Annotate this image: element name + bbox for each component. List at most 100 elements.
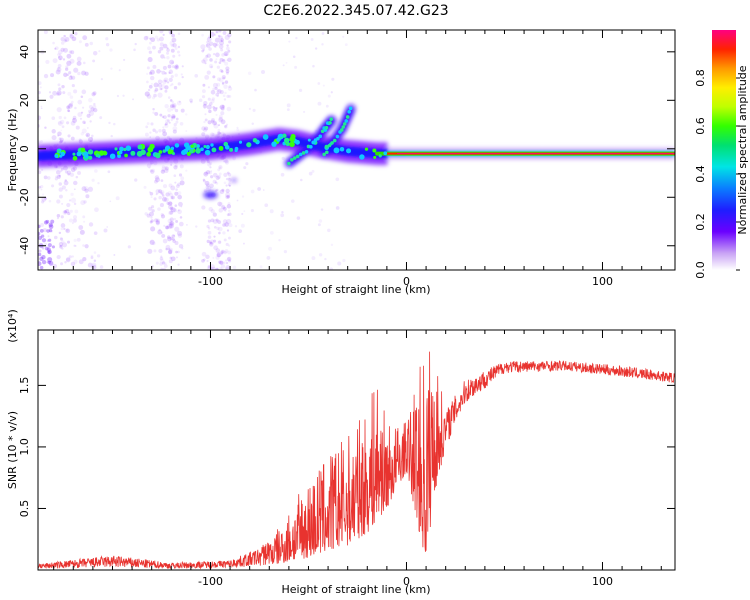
spectrogram-noise-cell [65, 65, 69, 69]
spectrogram-noise-cell [214, 267, 220, 270]
spectrogram-noise-cell [38, 249, 42, 253]
spectrogram-noise-cell [162, 65, 167, 70]
spectrogram-noise-cell [48, 91, 52, 94]
spectrogram-noise-cell [214, 86, 218, 90]
spectrogram-noise-cell [166, 135, 171, 139]
spectrogram-noise-cell [174, 73, 178, 77]
spectrogram-noise-cell [216, 77, 221, 82]
spectrogram-noise-cell [60, 36, 65, 42]
spectrogram-noise-cell [173, 165, 178, 170]
spectrogram-noise-cell [178, 173, 183, 177]
spectrogram-noise-cell [219, 260, 224, 265]
spectrogram-noise-cell [206, 70, 211, 75]
spectrogram-noise-cell [180, 176, 185, 181]
colorbar-tick-label: 0.8 [694, 69, 707, 87]
spectrogram-noise-cell [146, 94, 152, 99]
spectrogram-noise-cell [67, 103, 73, 109]
spectrogram-noise-cell [245, 162, 249, 166]
spectrogram-noise-cell [40, 223, 44, 227]
spectrogram-noise-cell [91, 134, 94, 138]
spectrogram-peak-dot [186, 151, 191, 156]
spectrogram-noise-cell [108, 121, 111, 125]
spectrogram-noise-cell [179, 216, 183, 219]
spectrogram-noise-cell [63, 39, 67, 43]
spectrogram-noise-cell [39, 86, 42, 89]
spectrogram-noise-cell [222, 30, 227, 35]
spectrogram-peak-dot [340, 128, 344, 132]
spectrogram-noise-cell [149, 169, 153, 173]
spectrogram-noise-cell [50, 219, 55, 224]
spectrogram-peak-dot [301, 151, 306, 155]
spectrogram-noise-cell [55, 170, 61, 175]
spectrogram-noise-cell [21, 213, 24, 216]
spectrogram-noise-cell [58, 194, 63, 199]
spectrogram-noise-cell [51, 184, 55, 188]
spectrogram-noise-cell [220, 38, 224, 42]
spectrogram-noise-cell [206, 104, 212, 110]
spectrogram-noise-cell [59, 169, 63, 173]
spectrogram-noise-cell [40, 107, 43, 110]
spectrogram-noise-cell [62, 58, 66, 61]
spectrogram-noise-cell [222, 223, 226, 227]
spectrogram-noise-cell [215, 218, 220, 223]
spectrogram-noise-cell [56, 174, 61, 179]
spectrogram-xtick-label: -100 [198, 275, 223, 288]
spectrogram-noise-cell [171, 37, 177, 43]
spectrogram-noise-cell [149, 69, 155, 75]
spectrogram-noise-cell [163, 115, 167, 119]
spectrogram-noise-cell [227, 202, 231, 205]
spectrogram-peak-dot [60, 151, 65, 157]
spectrogram-noise-cell [226, 94, 230, 98]
spectrogram-peak-dot [119, 146, 124, 152]
spectrogram-noise-cell [90, 139, 93, 142]
spectrogram-noise-cell [132, 98, 134, 101]
spectrogram-noise-cell [51, 135, 57, 141]
spectrogram-noise-cell [38, 81, 42, 86]
spectrogram-peak-dot [298, 152, 303, 157]
spectrogram-noise-cell [216, 88, 222, 94]
spectrogram-peak-dot [327, 143, 332, 148]
spectrogram-noise-cell [335, 206, 340, 210]
spectrogram-peak-dot [324, 125, 329, 130]
spectrogram-noise-cell [222, 59, 226, 64]
spectrogram-noise-cell [57, 83, 61, 87]
spectrogram-noise-cell [92, 59, 96, 63]
spectrogram-noise-cell [281, 156, 285, 160]
spectrogram-noise-cell [133, 48, 136, 52]
spectrogram-noise-cell [175, 220, 179, 223]
spectrogram-noise-cell [152, 64, 157, 69]
spectrogram-noise-cell [160, 87, 163, 91]
spectrogram-noise-cell [181, 75, 184, 79]
spectrogram-peak-dot [95, 153, 100, 158]
spectrogram-noise-cell [164, 197, 169, 203]
spectrogram-noise-cell [218, 114, 223, 119]
spectrogram-noise-cell [227, 178, 232, 182]
spectrogram-noise-cell [149, 131, 152, 134]
spectrogram-noise-cell [282, 64, 285, 67]
spectrogram-noise-cell [168, 183, 173, 188]
spectrogram-noise-cell [39, 256, 44, 261]
spectrogram-noise-cell [318, 219, 323, 223]
spectrogram-noise-cell [185, 169, 188, 172]
spectrogram-peak-dot [252, 138, 258, 143]
spectrogram-noise-cell [63, 34, 66, 38]
spectrogram-noise-cell [264, 203, 269, 208]
spectrogram-noise-cell [203, 103, 207, 107]
spectrogram-peak-dot [76, 151, 82, 157]
spectrogram-noise-cell [224, 80, 229, 84]
spectrogram-noise-cell [165, 247, 168, 251]
spectrogram-noise-cell [168, 250, 173, 255]
spectrogram-noise-cell [223, 98, 227, 101]
spectrogram-noise-cell [70, 120, 76, 126]
spectrogram-noise-cell [161, 128, 166, 133]
spectrogram-noise-cell [222, 58, 226, 62]
spectrogram-noise-cell [215, 113, 218, 116]
spectrogram-noise-cell [217, 131, 221, 135]
spectrogram-noise-cell [218, 260, 222, 264]
spectrogram-noise-cell [219, 266, 222, 270]
spectrogram-noise-cell [213, 121, 217, 126]
spectrogram-peak-dot [246, 142, 252, 148]
spectrogram-noise-cell [56, 90, 62, 96]
spectrogram-noise-cell [85, 194, 90, 199]
